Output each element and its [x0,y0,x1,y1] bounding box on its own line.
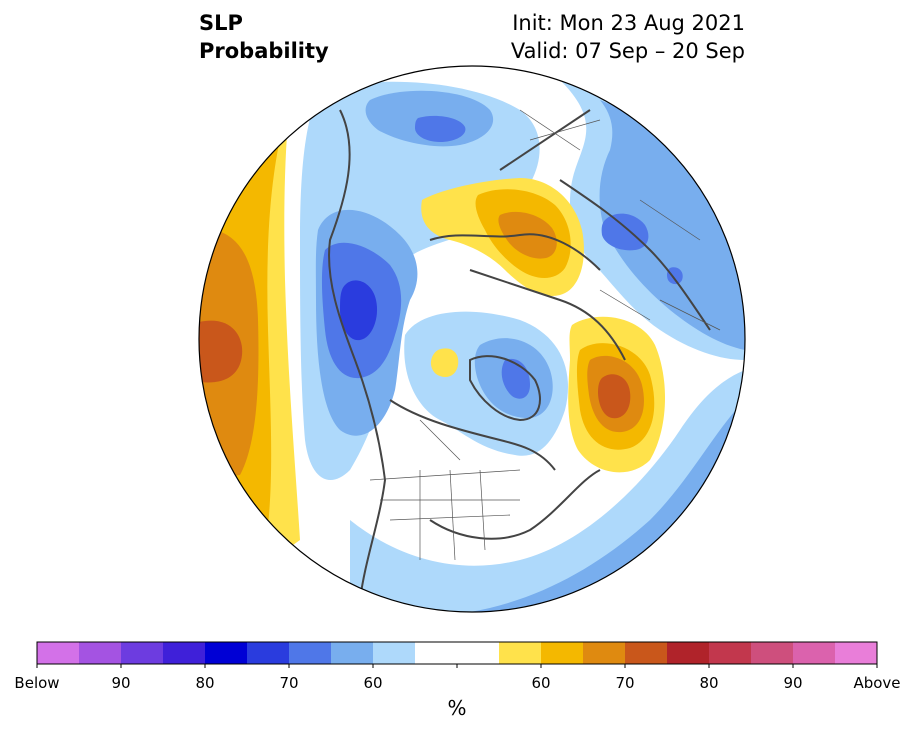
colorbar-swatch [541,642,584,664]
init-date: Init: Mon 23 Aug 2021 [512,11,745,35]
colorbar-label-below: Below [14,674,60,692]
title-line-1: SLP [199,11,243,35]
pacific-above-40 [199,320,243,383]
eurasia-below-30 [601,213,649,251]
colorbar-swatch [499,642,542,664]
colorbar-label-90-below: 90 [111,674,131,692]
colorbar-swatch [709,642,752,664]
colorbar-swatch [625,642,668,664]
colorbar-swatch [457,642,500,664]
colorbar-swatch [415,642,458,664]
colorbar-swatch [163,642,206,664]
polar-map [198,65,746,613]
colorbar-swatch [793,642,836,664]
atlantic-above-40 [598,374,631,419]
colorbar-label-70-below: 70 [279,674,299,692]
country-borders [369,109,721,561]
arctic-above-10 [430,348,459,377]
colorbar-label-60-below: 60 [363,674,383,692]
colorbar-swatch [751,642,794,664]
colorbar-swatch [37,642,80,664]
west-below-40 [340,280,378,341]
eurasia-below-30b [666,267,683,285]
title-line-2: Probability [199,39,329,63]
north-below-30 [415,115,466,142]
colorbar-swatch [289,642,332,664]
colorbar-unit: % [447,696,467,720]
colorbar-label-70-above: 70 [615,674,635,692]
coastlines [328,109,711,601]
colorbar-label-60-above: 60 [531,674,551,692]
colorbar [36,641,878,668]
colorbar-swatch [835,642,878,664]
valid-period: Valid: 07 Sep – 20 Sep [510,39,745,63]
colorbar-swatch [205,642,248,664]
colorbar-swatch [667,642,710,664]
colorbar-swatch [583,642,626,664]
colorbar-label-above: Above [853,674,901,692]
map-boundary [198,65,746,613]
map-title: SLP Probability [199,9,329,65]
colorbar-swatch [79,642,122,664]
colorbar-label-90-above: 90 [783,674,803,692]
eurasia-below-20 [599,100,745,350]
colorbar-label-80-above: 80 [699,674,719,692]
date-info: Init: Mon 23 Aug 2021 Valid: 07 Sep – 20… [511,9,745,65]
colorbar-swatch [121,642,164,664]
colorbar-swatch [331,642,374,664]
colorbar-swatch [373,642,416,664]
colorbar-swatch [247,642,290,664]
colorbar-label-80-below: 80 [195,674,215,692]
